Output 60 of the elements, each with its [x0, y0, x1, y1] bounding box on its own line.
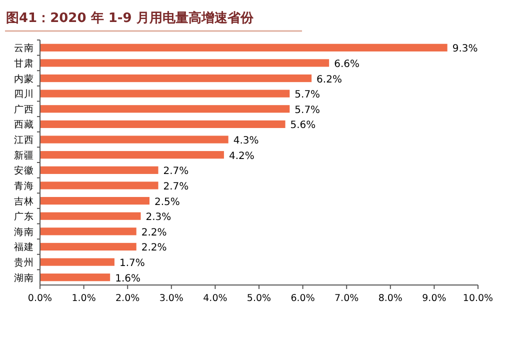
- data-label: 2.5%: [154, 196, 180, 208]
- x-tick-label: 2.0%: [116, 293, 140, 304]
- bar: [40, 136, 228, 144]
- y-tick-label: 安徽: [14, 164, 34, 177]
- bar: [40, 151, 224, 159]
- y-tick-label: 广西: [14, 103, 34, 116]
- bar: [40, 120, 286, 128]
- y-tick-label: 西藏: [14, 118, 34, 131]
- y-tick-label: 云南: [14, 42, 34, 54]
- bar: [40, 258, 114, 266]
- x-tick-label: 7.0%: [334, 293, 359, 304]
- x-tick-label: 10.0%: [462, 293, 494, 304]
- x-tick-label: 6.0%: [290, 293, 315, 304]
- y-tick-label: 湖南: [14, 272, 34, 284]
- y-tick-label: 贵州: [14, 256, 34, 269]
- y-tick-label: 广东: [14, 210, 34, 223]
- x-tick-label: 5.0%: [246, 293, 272, 304]
- data-label: 6.2%: [316, 74, 342, 86]
- x-tick-label: 0.0%: [28, 293, 52, 304]
- data-label: 5.6%: [290, 120, 316, 132]
- bar: [40, 90, 290, 98]
- y-tick-label: 内蒙: [14, 72, 34, 85]
- bar: [40, 59, 330, 67]
- data-label: 2.3%: [146, 212, 172, 224]
- data-label: 1.6%: [115, 273, 140, 284]
- bar: [40, 274, 110, 282]
- y-tick-label: 江西: [14, 134, 34, 146]
- y-tick-label: 吉林: [14, 195, 34, 208]
- bar: [40, 44, 448, 52]
- y-tick-label: 新疆: [14, 149, 34, 162]
- data-label: 1.7%: [119, 258, 145, 270]
- data-label: 2.7%: [163, 181, 189, 192]
- data-label: 4.3%: [233, 136, 259, 147]
- bar: [40, 242, 136, 251]
- x-tick-label: 1.0%: [72, 293, 96, 304]
- data-label: 5.7%: [294, 104, 320, 116]
- data-label: 2.2%: [141, 227, 167, 238]
- x-tick-label: 4.0%: [203, 293, 228, 304]
- y-tick-label: 海南: [14, 226, 34, 238]
- bar: [40, 74, 312, 82]
- data-label: 2.2%: [141, 242, 167, 254]
- data-label: 5.7%: [294, 90, 320, 101]
- data-label: 2.7%: [163, 166, 189, 178]
- y-tick-label: 四川: [14, 88, 34, 100]
- chart-title: 图41：2020 年 1-9 月用电量高增速省份: [6, 10, 254, 26]
- x-tick-label: 8.0%: [378, 293, 402, 304]
- bar: [40, 196, 150, 205]
- bar: [40, 166, 158, 174]
- x-tick-label: 3.0%: [159, 293, 184, 304]
- y-tick-label: 青海: [14, 180, 34, 192]
- y-tick-label: 福建: [14, 241, 34, 254]
- bar: [40, 105, 290, 113]
- x-tick-label: 9.0%: [422, 293, 446, 304]
- data-label: 6.6%: [334, 58, 360, 70]
- y-tick-label: 甘肃: [14, 57, 34, 70]
- bar: [40, 212, 141, 220]
- bar: [40, 182, 158, 190]
- data-label: 4.2%: [228, 150, 254, 162]
- data-label: 9.3%: [452, 44, 478, 55]
- bar: [40, 228, 136, 236]
